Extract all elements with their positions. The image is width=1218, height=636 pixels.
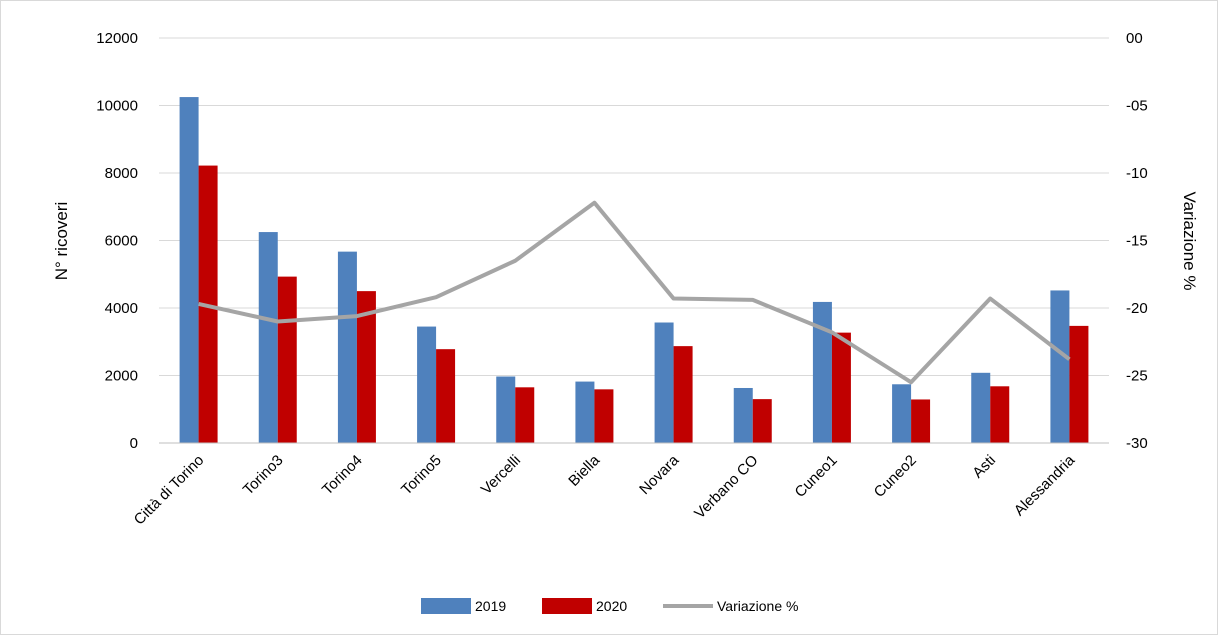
- bar-2019: [971, 372, 991, 443]
- y-tick-label: 8000: [105, 165, 138, 182]
- x-tick-label: Torino3: [240, 452, 287, 499]
- y2-tick-label: -05: [1126, 98, 1148, 115]
- y-tick-label: 4000: [105, 300, 138, 317]
- y-tick-label: 10000: [96, 98, 138, 115]
- y2-tick-label: -25: [1126, 368, 1148, 385]
- x-tick-label: Vercelli: [478, 452, 524, 498]
- bar-2020: [752, 399, 772, 443]
- legend-label: Variazione %: [717, 598, 798, 614]
- x-tick-label: Biella: [565, 451, 603, 489]
- bar-2019: [179, 97, 199, 443]
- y-tick-label: 6000: [105, 233, 138, 250]
- legend-swatch: [542, 598, 592, 614]
- legend-label: 2019: [475, 598, 506, 614]
- x-tick-label: Cuneo1: [792, 452, 841, 501]
- y2-tick-label: -15: [1126, 233, 1148, 250]
- bar-2020: [911, 399, 931, 443]
- bar-2019: [496, 376, 516, 443]
- x-tick-label: Alessandria: [1011, 451, 1079, 519]
- bar-2020: [436, 349, 456, 443]
- legend-label: 2020: [596, 598, 627, 614]
- legend-swatch: [421, 598, 471, 614]
- bar-2020: [673, 346, 693, 443]
- line-series: [198, 200, 1071, 385]
- axes: 0 2000 4000 6000 8000 10000 12000 -30 -25 -20 -15 -…: [96, 30, 1147, 528]
- y-axis-title: N° ricoveri: [52, 202, 71, 281]
- y2-tick-label: -20: [1126, 300, 1148, 317]
- bar-2019: [417, 326, 437, 443]
- x-tick-label: Novara: [636, 451, 683, 498]
- x-tick-label: Verbano CO: [691, 452, 761, 522]
- gridlines: [159, 37, 1109, 376]
- y-tick-label: 2000: [105, 368, 138, 385]
- legend: 2019 2020 Variazione %: [421, 598, 798, 614]
- bar-2019: [892, 384, 912, 443]
- y2-tick-label: -30: [1126, 435, 1148, 452]
- x-tick-label: Asti: [969, 452, 999, 482]
- bar-2019: [654, 322, 674, 443]
- variation-line: [198, 200, 1071, 385]
- bar-2020: [277, 276, 297, 443]
- bar-2019: [337, 251, 357, 443]
- bar-2020: [831, 332, 851, 443]
- y-tick-label: 12000: [96, 30, 138, 47]
- bar-2020: [515, 387, 535, 443]
- bar-2020: [594, 389, 614, 443]
- bar-2019: [575, 381, 595, 443]
- bar-2019: [733, 387, 753, 443]
- y-tick-label: 0: [130, 435, 138, 452]
- bar-2020: [1069, 325, 1089, 443]
- bar-2019: [812, 301, 832, 443]
- x-tick-label: Cuneo2: [871, 452, 920, 501]
- bar-2019: [258, 232, 278, 443]
- x-tick-label: Torino4: [319, 452, 366, 499]
- bar-2019: [1050, 290, 1070, 443]
- x-tick-label: Torino5: [398, 452, 445, 499]
- bars: [179, 97, 1089, 443]
- bar-2020: [356, 291, 376, 443]
- y2-tick-label: 00: [1126, 30, 1143, 47]
- x-tick-label: Città di Torino: [131, 452, 208, 529]
- y2-axis-title: Variazione %: [1180, 192, 1199, 291]
- y2-tick-label: -10: [1126, 165, 1148, 182]
- bar-2020: [990, 386, 1010, 443]
